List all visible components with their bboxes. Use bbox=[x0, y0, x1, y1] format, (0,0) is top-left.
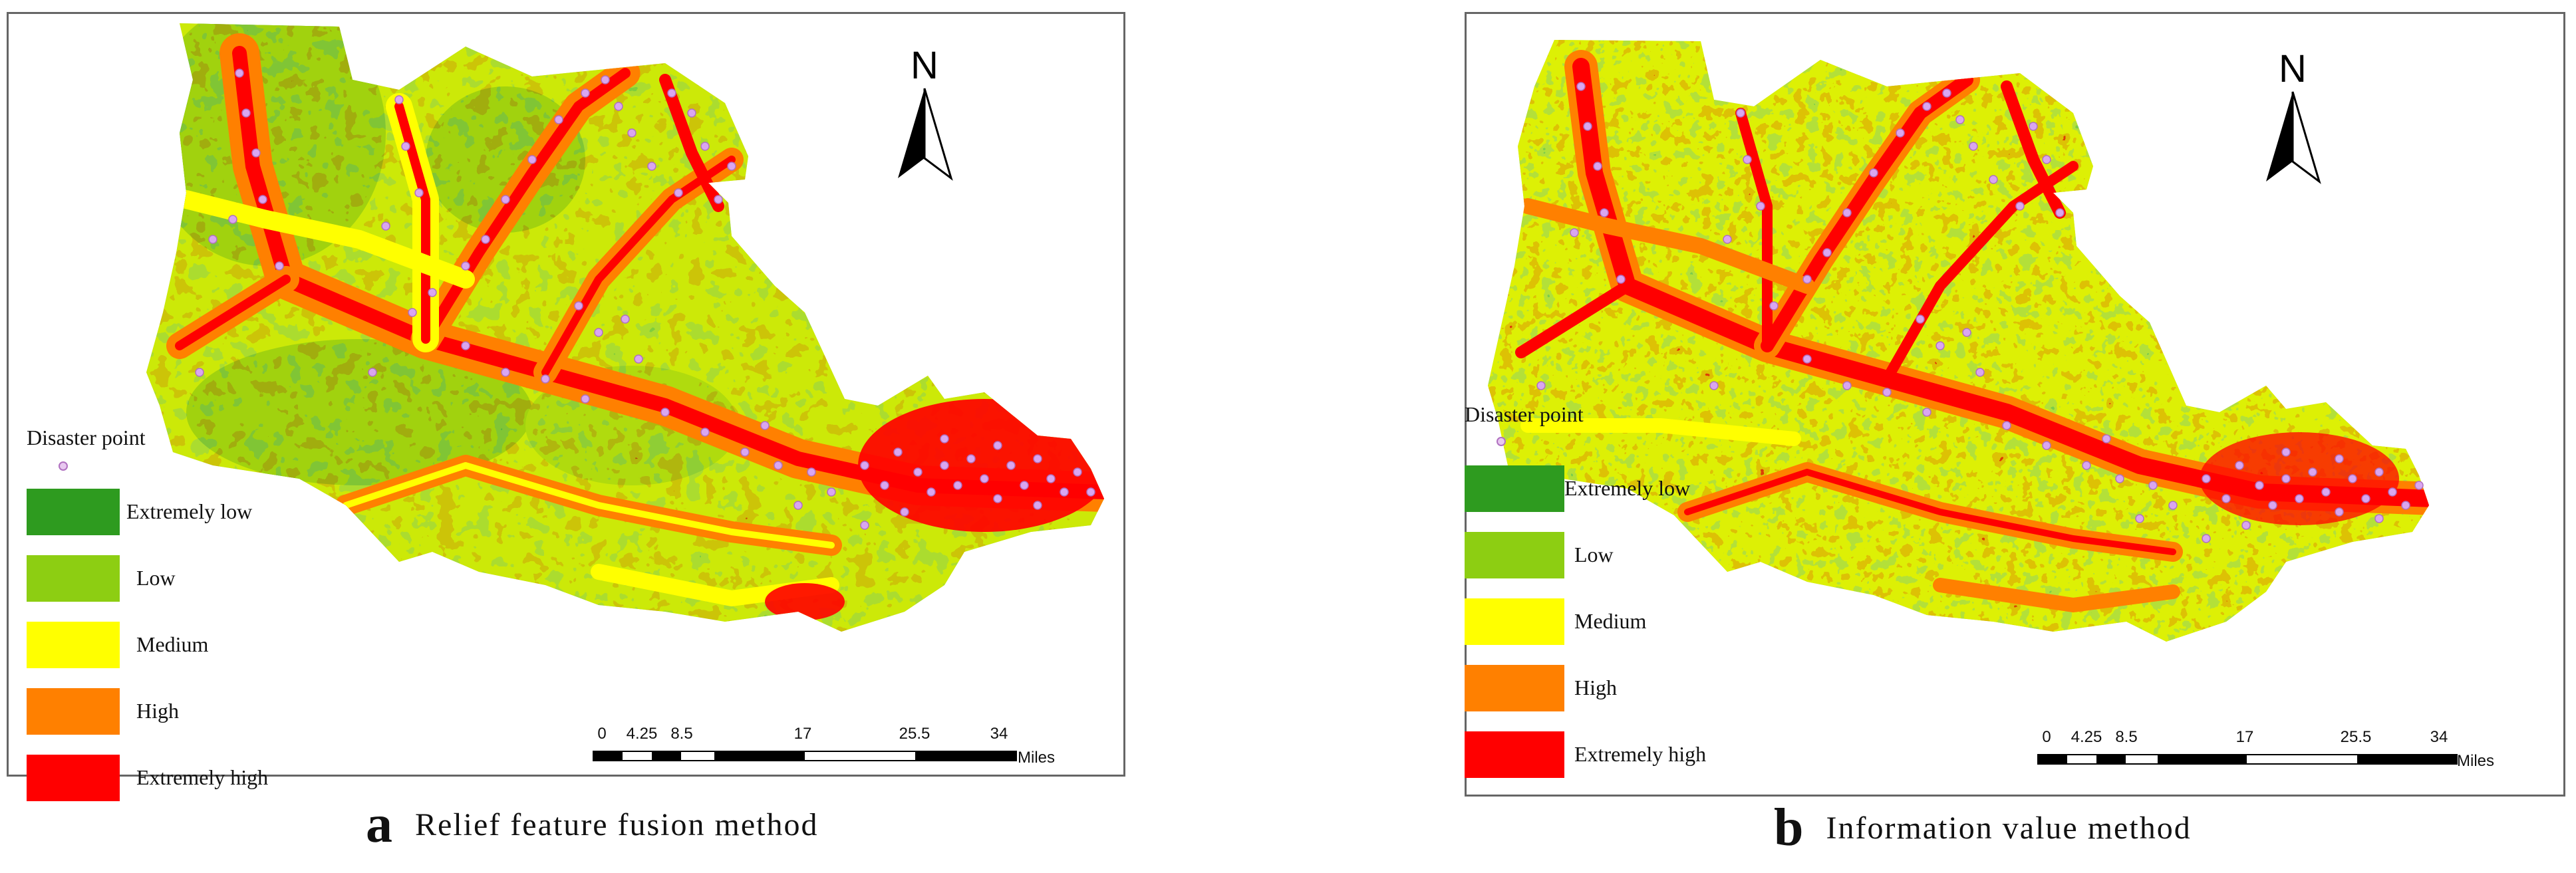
disaster-point-icon bbox=[59, 461, 68, 471]
panel-title: Relief feature fusion method bbox=[415, 807, 819, 842]
legend-swatch bbox=[27, 688, 120, 735]
legend-swatch bbox=[1465, 665, 1564, 711]
north-arrow-icon bbox=[898, 88, 953, 181]
legend-label: High bbox=[136, 699, 179, 723]
scale-tick-label: 0 bbox=[2042, 728, 2051, 746]
legend-point-label: Disaster point bbox=[1465, 402, 1584, 426]
panel-title: Information value method bbox=[1826, 811, 2192, 846]
panel-caption-b: b Information value method bbox=[1774, 798, 2192, 858]
legend-swatch bbox=[1465, 731, 1564, 778]
scale-tick-label: 17 bbox=[793, 725, 812, 743]
scale-units: Miles bbox=[1018, 749, 1056, 767]
disaster-point-icon bbox=[1497, 437, 1506, 446]
scale-tick-label: 0 bbox=[597, 725, 607, 743]
scale-tick-label: 34 bbox=[990, 725, 1008, 743]
legend-label: Extremely high bbox=[1574, 742, 1707, 766]
north-arrow: N bbox=[891, 47, 958, 188]
scale-bar: 0 4.25 8.5 17 25.5 34 Miles bbox=[592, 725, 1071, 771]
legend-swatch bbox=[27, 622, 120, 668]
scale-tick-label: 34 bbox=[2430, 728, 2448, 746]
panel-letter: b bbox=[1774, 799, 1804, 857]
scale-tick-label: 25.5 bbox=[899, 725, 930, 743]
legend-swatch bbox=[27, 555, 120, 602]
map-panel-b: N Disaster point Extremely low Low Mediu… bbox=[1288, 0, 2576, 873]
scale-units: Miles bbox=[2457, 752, 2495, 770]
scale-tick-label: 25.5 bbox=[2340, 728, 2372, 746]
north-label: N bbox=[911, 44, 938, 87]
scale-tick-label: 4.25 bbox=[626, 725, 658, 743]
legend-swatch bbox=[27, 755, 120, 801]
map-panel-a: N Disaster point Extremely low Low Mediu… bbox=[7, 12, 1125, 855]
scale-tick-label: 8.5 bbox=[670, 725, 693, 743]
panel-caption-a: a Relief feature fusion method bbox=[366, 795, 818, 855]
scale-tick-label: 4.25 bbox=[2071, 728, 2102, 746]
legend-label: Medium bbox=[1574, 609, 1647, 633]
scale-bar-graphic bbox=[2037, 754, 2458, 765]
legend-label: High bbox=[1574, 676, 1617, 699]
panel-letter: a bbox=[366, 795, 392, 854]
susceptibility-map-a bbox=[146, 23, 1104, 632]
legend-point-label: Disaster point bbox=[27, 426, 146, 449]
legend-swatch bbox=[1465, 465, 1564, 512]
scale-bar-graphic bbox=[593, 751, 1017, 761]
north-arrow: N bbox=[2259, 50, 2326, 191]
scale-tick-label: 17 bbox=[2235, 728, 2254, 746]
legend-swatch bbox=[27, 489, 120, 535]
scale-tick-label: 8.5 bbox=[2115, 728, 2138, 746]
legend-label: Extremely low bbox=[1564, 476, 1691, 500]
legend-label: Extremely low bbox=[126, 499, 253, 523]
north-arrow-icon bbox=[2266, 91, 2321, 184]
legend-swatch bbox=[1465, 532, 1564, 578]
legend-label: Low bbox=[1574, 543, 1614, 566]
north-label: N bbox=[2279, 47, 2307, 90]
susceptibility-map-b bbox=[1488, 40, 2429, 642]
legend-label: Low bbox=[136, 566, 176, 590]
legend-label: Extremely high bbox=[136, 765, 269, 789]
scale-bar: 0 4.25 8.5 17 25.5 34 Miles bbox=[2037, 728, 2515, 775]
legend-swatch bbox=[1465, 598, 1564, 645]
legend-label: Medium bbox=[136, 632, 209, 656]
